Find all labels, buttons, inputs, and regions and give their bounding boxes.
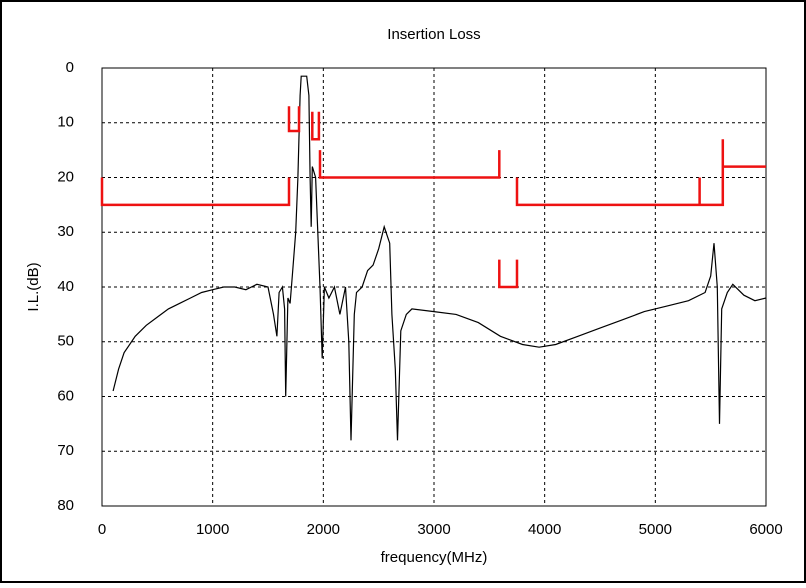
series-line xyxy=(112,75,767,441)
series-line xyxy=(311,111,321,141)
x-tick-label: 6000 xyxy=(749,521,782,538)
x-tick-label: 3000 xyxy=(417,521,450,538)
y-tick-label: 50 xyxy=(57,333,74,350)
y-tick-label: 20 xyxy=(57,168,74,185)
x-tick-label: 4000 xyxy=(528,521,561,538)
series-line xyxy=(515,139,725,207)
y-tick-label: 0 xyxy=(66,59,74,76)
x-axis-label: frequency(MHz) xyxy=(381,549,488,566)
y-tick-label: 70 xyxy=(57,442,74,459)
x-tick-label: 2000 xyxy=(307,521,340,538)
y-tick-label: 40 xyxy=(57,278,74,295)
series-line xyxy=(318,150,501,179)
y-tick-label: 80 xyxy=(57,497,74,514)
y-tick-label: 60 xyxy=(57,387,74,404)
series-line xyxy=(287,106,301,133)
series-line xyxy=(100,177,291,207)
y-tick-label: 30 xyxy=(57,223,74,240)
chart-title: Insertion Loss xyxy=(387,26,480,43)
x-tick-label: 5000 xyxy=(639,521,672,538)
y-tick-label: 10 xyxy=(57,114,74,131)
plot-border xyxy=(101,67,767,507)
series-line xyxy=(498,259,519,289)
x-tick-label: 0 xyxy=(98,521,106,538)
x-tick-label: 1000 xyxy=(196,521,229,538)
y-axis-label: I.L.(dB) xyxy=(25,262,42,311)
